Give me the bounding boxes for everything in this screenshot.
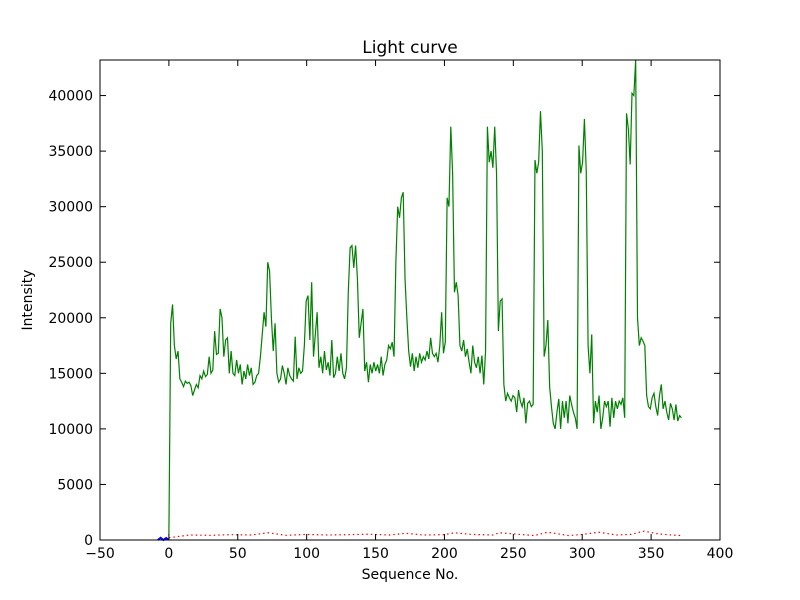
y-axis-ticks: 0 5000 10000 15000 20000 25000 30000 35000 40000 xyxy=(48,89,720,549)
y-tick-label: 30000 xyxy=(48,200,93,216)
x-tick-label: 100 xyxy=(293,546,320,562)
x-tick-label: 350 xyxy=(638,546,665,562)
x-axis-label: Sequence No. xyxy=(362,567,459,583)
y-axis-label: Intensity xyxy=(20,270,36,331)
x-tick-label: 150 xyxy=(362,546,389,562)
red-dotted-line xyxy=(168,530,682,539)
x-axis-ticks: −50 0 50 100 150 200 250 300 350 400 xyxy=(85,60,733,562)
x-tick-label: 200 xyxy=(431,546,458,562)
y-tick-label: 35000 xyxy=(48,144,93,160)
x-tick-label: 250 xyxy=(500,546,527,562)
y-tick-label: 0 xyxy=(84,533,93,549)
x-tick-label: 300 xyxy=(569,546,596,562)
y-tick-label: 10000 xyxy=(48,422,93,438)
x-tick-label: −50 xyxy=(85,546,115,562)
y-tick-label: 40000 xyxy=(48,89,93,105)
y-tick-label: 15000 xyxy=(48,366,93,382)
chart-title: Light curve xyxy=(362,38,457,58)
green-intensity-line xyxy=(168,59,682,535)
plot-frame xyxy=(99,59,721,541)
x-tick-label: 0 xyxy=(164,546,173,562)
y-tick-label: 5000 xyxy=(57,477,93,493)
y-tick-label: 20000 xyxy=(48,311,93,327)
x-tick-label: 50 xyxy=(229,546,247,562)
x-tick-label: 400 xyxy=(707,546,734,562)
y-tick-label: 25000 xyxy=(48,255,93,271)
